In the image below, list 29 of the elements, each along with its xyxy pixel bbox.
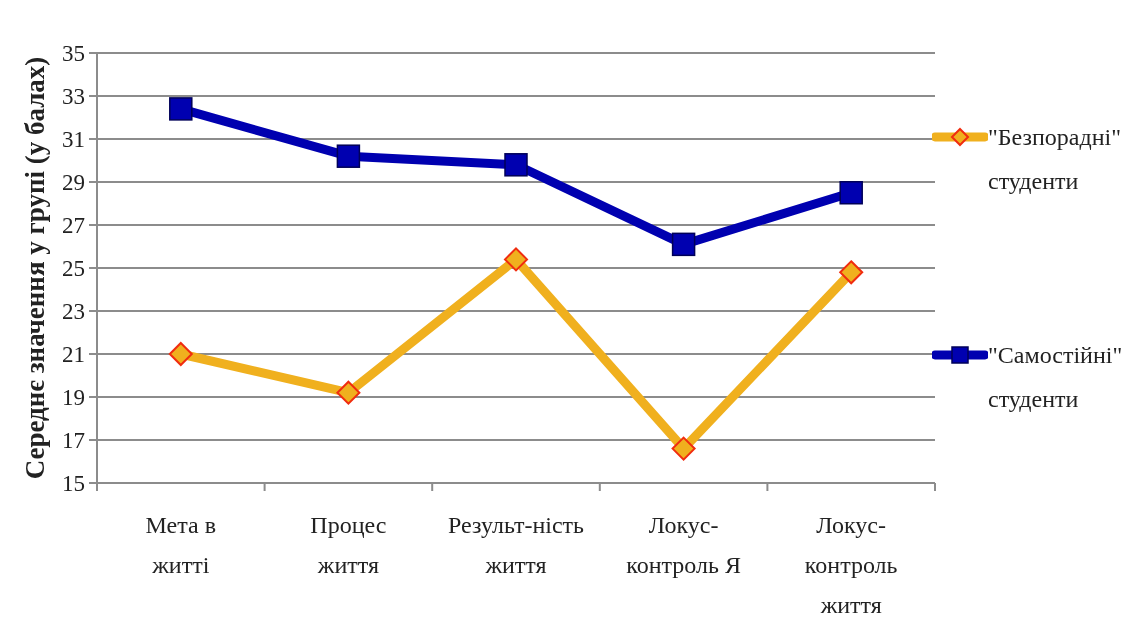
point [671, 436, 696, 461]
point [839, 181, 863, 205]
point [169, 97, 193, 121]
point [839, 260, 864, 285]
y-tick-label: 19 [62, 385, 85, 411]
y-tick-label: 25 [62, 256, 85, 282]
x-tick-label: Локус-контроль життя [804, 512, 898, 617]
y-tick-label: 27 [62, 213, 85, 239]
x-tick-label: Результ-ність життя [448, 512, 585, 578]
x-tick-label: Локус-контроль Я [626, 512, 741, 578]
point [504, 247, 528, 272]
point [168, 342, 193, 366]
y-tick-label: 35 [62, 41, 85, 67]
point [336, 380, 361, 405]
y-tick-label: 33 [62, 84, 85, 110]
y-axis-title: Середнє значення у групі (у балах) [20, 56, 50, 480]
legend-label: "Безпорадні" студенти [988, 123, 1123, 196]
y-tick-label: 31 [62, 127, 85, 153]
x-tick-label: Процес життя [310, 512, 387, 578]
legend-label: "Самостійні" студенти [988, 341, 1124, 414]
y-tick-label: 21 [62, 342, 85, 368]
point [336, 144, 361, 168]
point [504, 153, 528, 177]
y-tick-label: 23 [62, 299, 85, 325]
y-tick-label: 17 [62, 428, 85, 454]
x-tick-label: Мета в житті [145, 512, 217, 578]
y-tick-label: 29 [62, 170, 85, 196]
point [671, 232, 696, 257]
y-tick-label: 15 [62, 471, 85, 497]
